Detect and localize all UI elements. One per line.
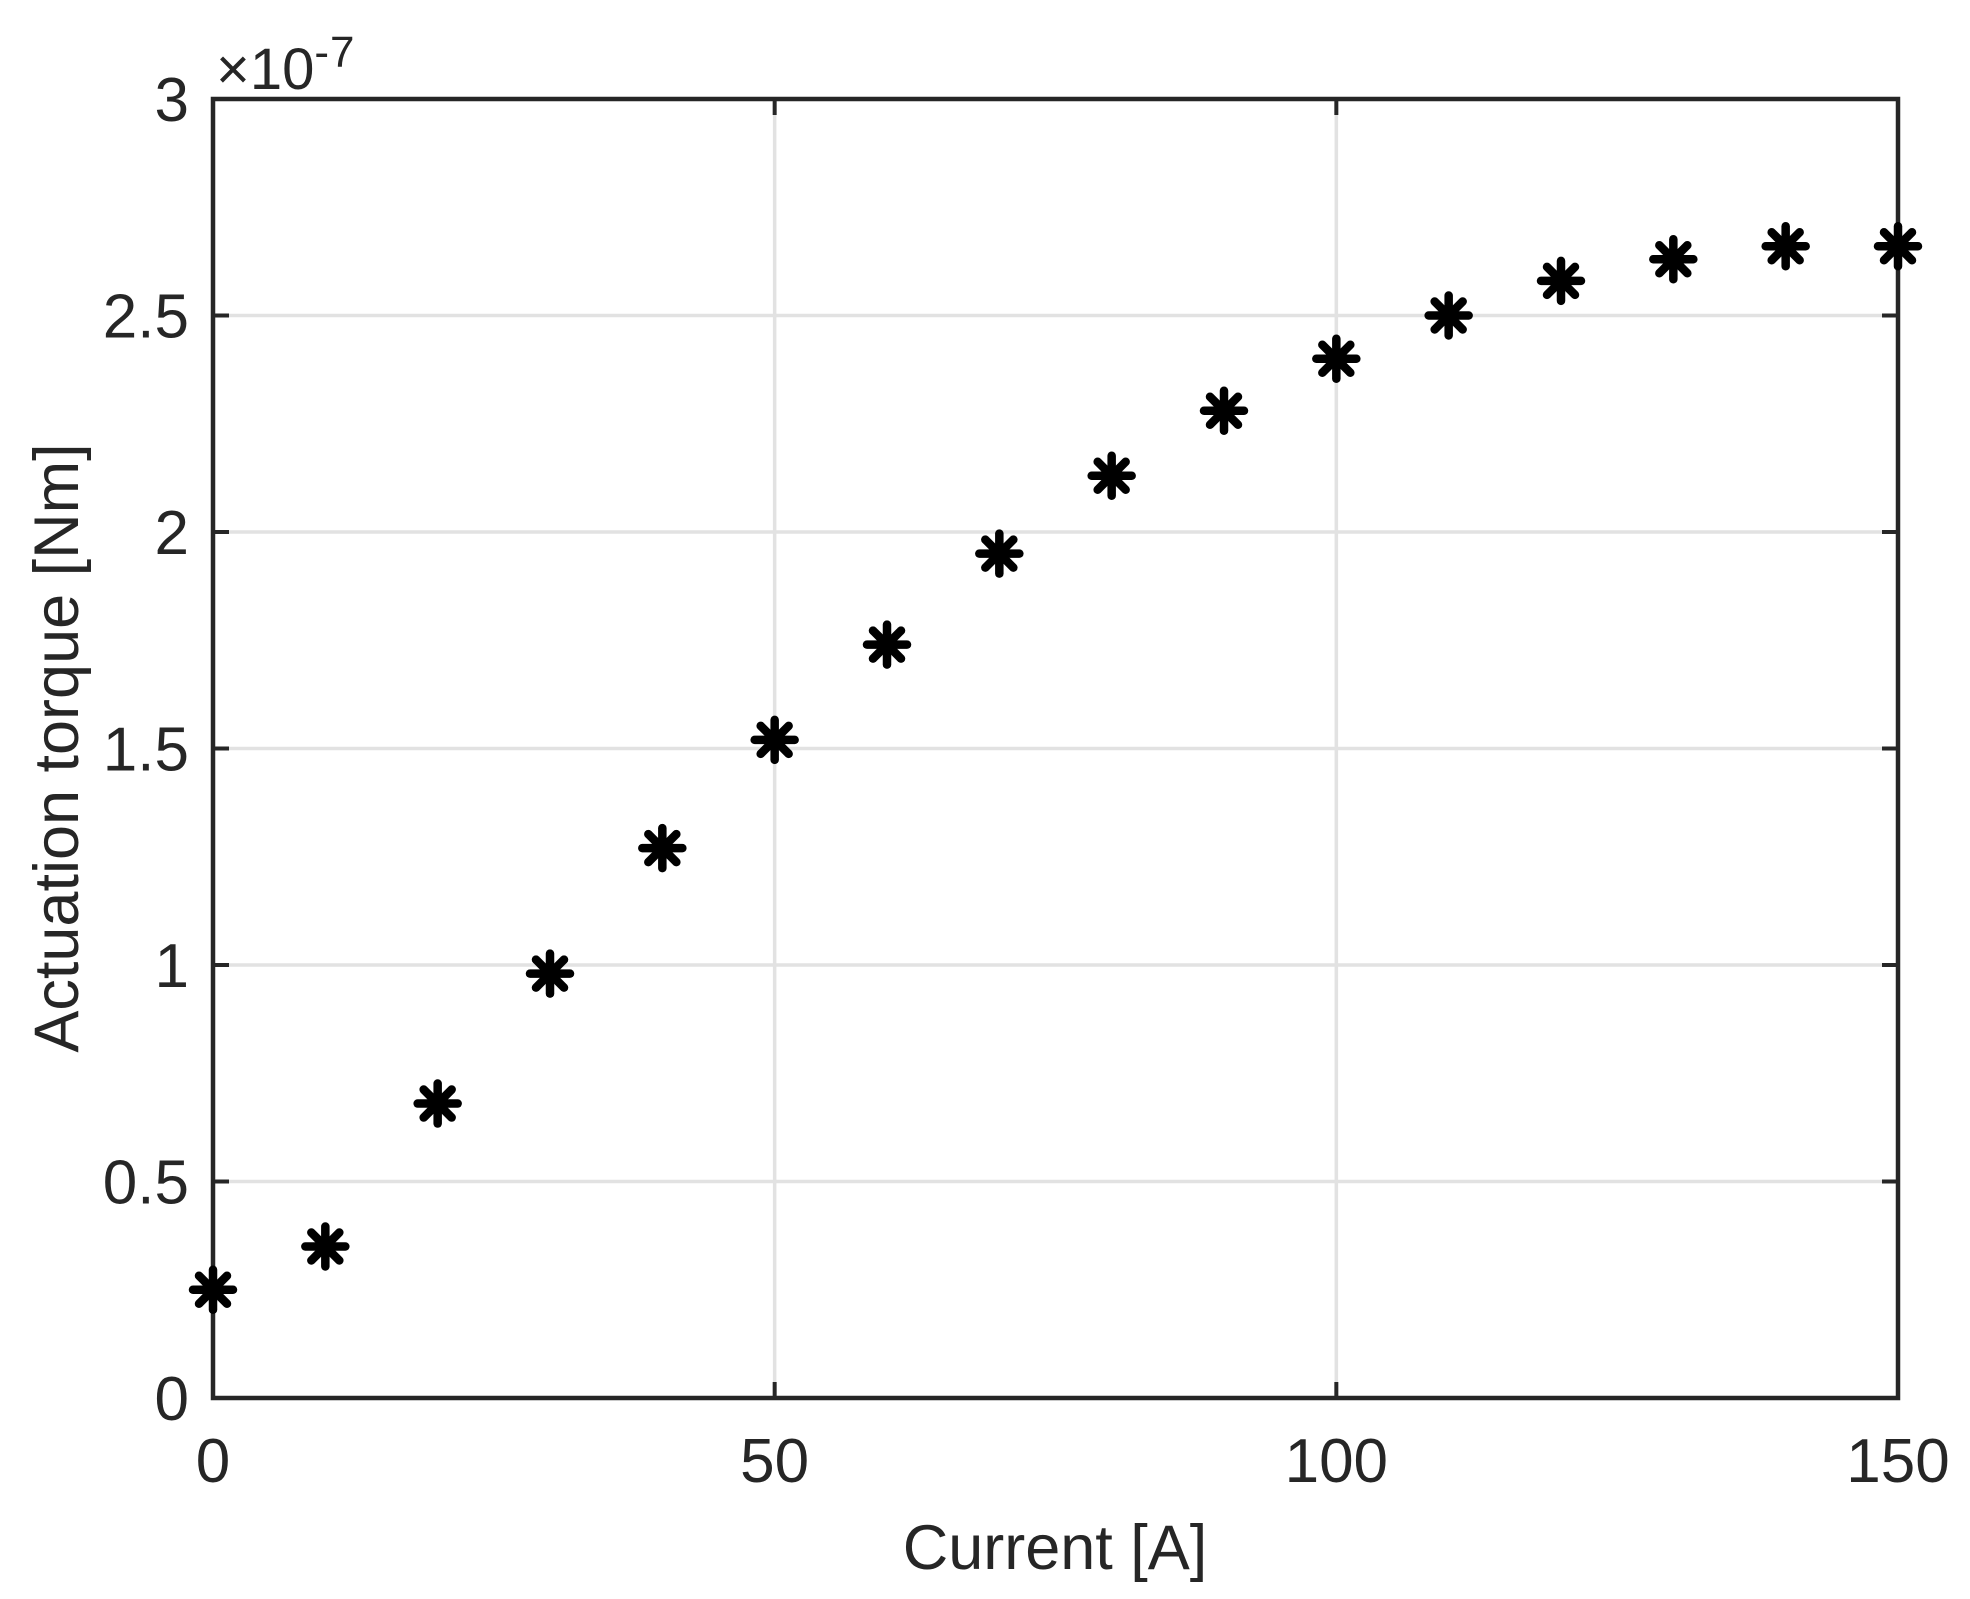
marker-stroke xyxy=(868,626,906,663)
data-point xyxy=(188,1265,238,1314)
data-point xyxy=(1761,221,1810,271)
y-tick-label: 0.5 xyxy=(103,1149,189,1218)
x-tick-label: 50 xyxy=(740,1427,809,1496)
marker-stroke xyxy=(531,955,569,992)
marker-stroke xyxy=(1655,240,1692,278)
marker-stroke xyxy=(1205,392,1243,430)
marker-stroke xyxy=(419,1085,456,1122)
marker-stroke xyxy=(1767,227,1804,265)
y-tick-label: 0 xyxy=(155,1365,189,1434)
y-tick-label: 3 xyxy=(155,66,189,135)
data-point xyxy=(1536,256,1586,306)
data-point xyxy=(750,715,799,765)
y-tick-label: 2.5 xyxy=(103,283,189,352)
y-axis-exponent-label: ×10-7 xyxy=(216,28,356,103)
data-point xyxy=(1199,386,1249,436)
exponent-base: ×10 xyxy=(216,37,315,102)
x-tick-label: 150 xyxy=(1846,1427,1949,1496)
data-point xyxy=(1087,451,1136,500)
marker-stroke xyxy=(1430,297,1467,334)
data-point xyxy=(1649,234,1698,284)
x-axis-label: Current [A] xyxy=(902,1513,1208,1583)
marker-stroke xyxy=(194,1271,232,1308)
marker-stroke xyxy=(981,535,1018,572)
marker-stroke xyxy=(644,829,681,867)
marker-stroke xyxy=(1879,227,1917,265)
marker-stroke xyxy=(1542,262,1580,300)
marker-stroke xyxy=(1318,340,1355,378)
y-tick-label: 1 xyxy=(155,932,189,1001)
marker-stroke xyxy=(307,1228,344,1265)
y-tick-label: 1.5 xyxy=(103,716,189,785)
marker-stroke xyxy=(756,721,793,759)
exponent-power: -7 xyxy=(314,28,356,77)
x-tick-label: 100 xyxy=(1285,1427,1388,1496)
marker-stroke xyxy=(1093,457,1130,494)
data-point xyxy=(1873,221,1923,271)
data-point xyxy=(1424,291,1473,340)
data-point xyxy=(1312,334,1361,384)
y-tick-label: 2 xyxy=(155,499,189,568)
data-point xyxy=(975,529,1024,578)
data-point xyxy=(638,823,687,873)
data-point xyxy=(301,1222,350,1271)
y-axis-label: Actuation torque [Nm] xyxy=(22,443,92,1053)
data-point xyxy=(525,949,575,998)
x-tick-label: 0 xyxy=(196,1427,230,1496)
data-point xyxy=(862,620,912,669)
data-point xyxy=(413,1079,462,1128)
